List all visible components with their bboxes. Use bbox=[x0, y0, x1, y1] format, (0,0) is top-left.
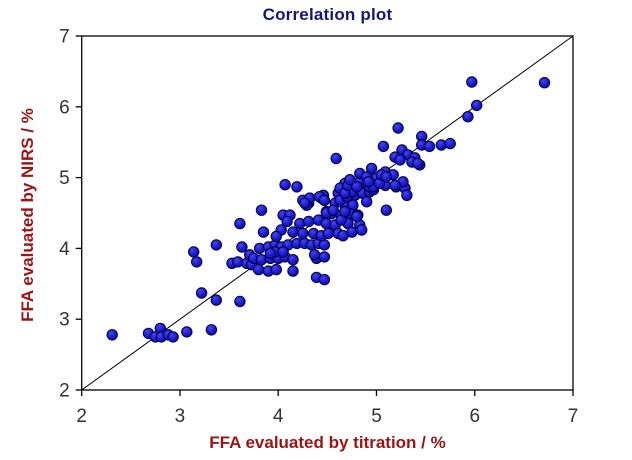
data-point bbox=[270, 230, 282, 243]
data-point bbox=[255, 204, 268, 216]
data-point bbox=[252, 263, 265, 276]
data-point bbox=[339, 205, 351, 218]
y-tick-label: 6 bbox=[59, 97, 70, 118]
data-point bbox=[234, 217, 246, 230]
data-point bbox=[362, 176, 375, 188]
data-point bbox=[287, 226, 299, 238]
data-point bbox=[277, 246, 289, 258]
x-tick-label: 6 bbox=[469, 406, 480, 427]
x-tick-label: 3 bbox=[175, 406, 186, 427]
data-point bbox=[264, 247, 277, 260]
y-tick-label: 4 bbox=[59, 239, 70, 260]
data-point bbox=[205, 324, 218, 336]
data-point bbox=[308, 249, 321, 261]
data-point bbox=[377, 140, 390, 153]
y-tick-label: 3 bbox=[59, 310, 70, 331]
data-point bbox=[281, 215, 293, 228]
data-point bbox=[234, 295, 246, 308]
data-point bbox=[444, 137, 456, 150]
data-point bbox=[466, 76, 478, 88]
data-point bbox=[412, 157, 424, 170]
data-point bbox=[291, 181, 303, 193]
data-point bbox=[188, 246, 200, 258]
data-point bbox=[318, 194, 331, 207]
data-point bbox=[380, 171, 392, 183]
x-tick-label: 7 bbox=[568, 406, 579, 427]
data-point bbox=[167, 331, 179, 343]
data-point bbox=[191, 256, 203, 268]
data-point bbox=[195, 287, 208, 299]
y-tick-label: 2 bbox=[59, 381, 70, 402]
data-point bbox=[106, 329, 118, 341]
data-point bbox=[462, 111, 474, 123]
data-point bbox=[380, 204, 392, 216]
data-point bbox=[394, 154, 406, 166]
data-point bbox=[181, 326, 193, 338]
data-point bbox=[351, 210, 363, 223]
data-point bbox=[327, 204, 339, 216]
chart-title: Correlation plot bbox=[262, 5, 393, 24]
data-point bbox=[270, 263, 282, 276]
data-point bbox=[401, 189, 413, 202]
data-point bbox=[210, 294, 223, 306]
data-point bbox=[423, 140, 436, 153]
data-point bbox=[287, 254, 299, 266]
data-point bbox=[356, 224, 368, 236]
data-point bbox=[365, 162, 378, 175]
y-tick-label: 5 bbox=[59, 168, 70, 189]
x-axis-label: FFA evaluated by titration / % bbox=[209, 433, 446, 452]
data-point bbox=[287, 265, 299, 277]
data-point bbox=[361, 196, 373, 208]
data-point bbox=[297, 227, 309, 240]
x-tick-label: 2 bbox=[76, 406, 87, 427]
plot-frame bbox=[81, 35, 574, 391]
data-point bbox=[344, 174, 356, 186]
y-tick-label: 7 bbox=[59, 27, 70, 48]
data-point bbox=[330, 152, 342, 165]
data-point bbox=[303, 215, 315, 228]
data-point bbox=[471, 99, 483, 112]
data-point bbox=[389, 179, 401, 192]
data-point bbox=[392, 122, 404, 134]
y-axis-label: FFA evaluated by NIRS / % bbox=[18, 108, 37, 322]
data-point bbox=[351, 181, 363, 193]
x-tick-label: 5 bbox=[371, 406, 382, 427]
data-point bbox=[337, 230, 349, 242]
x-tick-label: 4 bbox=[273, 406, 284, 427]
data-point bbox=[322, 227, 334, 240]
data-point bbox=[236, 241, 248, 253]
data-point bbox=[318, 273, 331, 286]
data-point bbox=[538, 77, 551, 89]
data-point bbox=[318, 251, 331, 263]
data-point bbox=[299, 197, 311, 209]
data-point bbox=[210, 239, 223, 251]
data-point bbox=[257, 226, 270, 238]
data-point bbox=[279, 179, 291, 191]
